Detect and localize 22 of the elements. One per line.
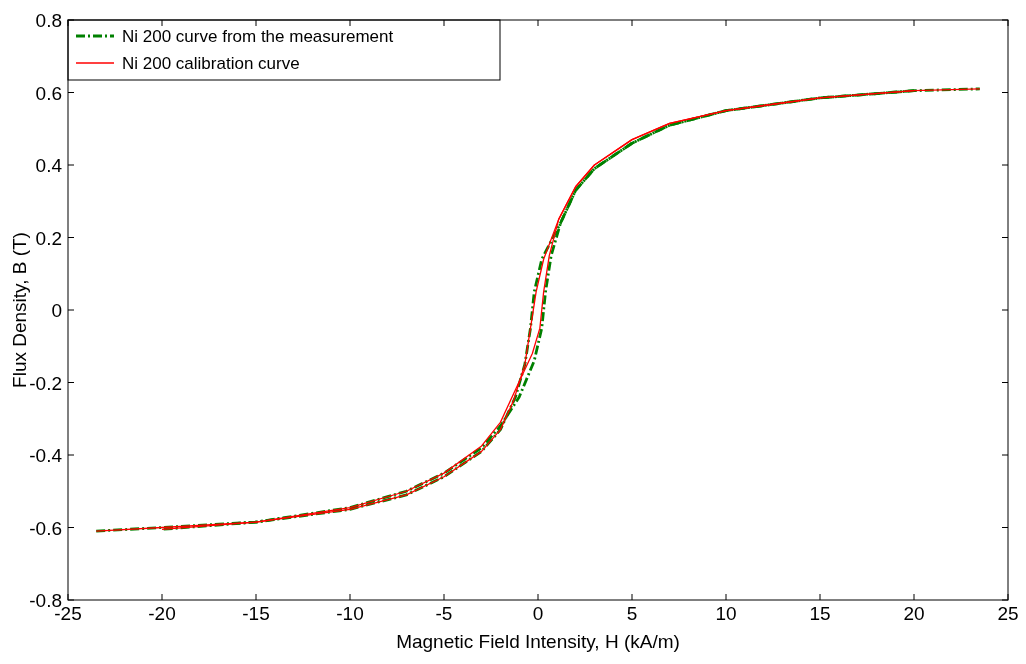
y-axis-title: Flux Density, B (T): [9, 232, 30, 388]
y-tick-label: 0.8: [35, 10, 62, 31]
y-tick-label: -0.6: [29, 517, 62, 539]
x-tick-label: -10: [336, 603, 364, 624]
x-tick-label: 5: [626, 603, 638, 624]
x-tick-label: -5: [435, 603, 453, 624]
x-tick-label: 25: [997, 603, 1019, 624]
y-tick-label: -0.4: [29, 445, 63, 466]
x-tick-label: 15: [809, 603, 831, 624]
x-tick-label: -20: [148, 603, 176, 624]
x-tick-label: 0: [532, 603, 544, 624]
y-tick-label: -0.2: [29, 372, 62, 394]
x-axis-title: Magnetic Field Intensity, H (kA/m): [396, 631, 680, 652]
legend-label: Ni 200 calibration curve: [122, 54, 300, 73]
x-tick-label: -15: [242, 603, 270, 624]
y-tick-label: 0: [51, 300, 62, 321]
legend-label: Ni 200 curve from the measurement: [122, 27, 394, 46]
y-tick-label: 0.2: [35, 227, 62, 249]
y-tick-label: 0.6: [35, 82, 62, 104]
x-tick-label: 10: [715, 603, 737, 624]
y-tick-label: 0.4: [35, 155, 63, 176]
x-tick-label: 20: [903, 603, 925, 624]
